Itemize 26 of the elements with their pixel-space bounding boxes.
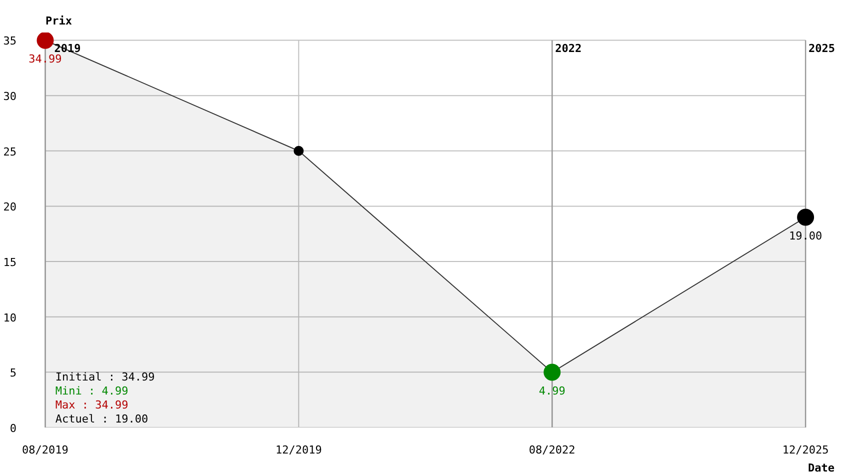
x-tick-label: 12/2025 (782, 444, 829, 456)
point (36, 32, 54, 49)
x-axis-title: Date (808, 462, 835, 474)
annotation: Max : 34.99 (55, 398, 128, 412)
x-tick-label: 08/2019 (22, 444, 68, 456)
point (797, 208, 814, 226)
x-tick-label: 08/2022 (528, 444, 576, 456)
y-tick-label: 20 (3, 200, 17, 214)
annotation: Mini : 4.99 (55, 384, 128, 398)
y-tick-label: 25 (3, 145, 17, 158)
y-tick-label: 0 (10, 422, 16, 435)
y-tick-label: 35 (3, 34, 17, 48)
y-tick-label: 15 (3, 256, 17, 270)
y-tick-label: 10 (3, 311, 17, 324)
ref-line-label: 2025 (808, 42, 836, 56)
y-axis-title: Prix (46, 14, 72, 28)
y-tick-label: 30 (3, 90, 17, 104)
annotation: Initial : 34.99 (55, 370, 155, 384)
data-label: 4.99 (538, 384, 566, 398)
point (544, 364, 561, 381)
annotation: Actuel : 19.00 (55, 412, 148, 426)
y-tick-label: 5 (10, 366, 16, 380)
data-label: 34.99 (28, 52, 62, 66)
data-label: 19.00 (788, 229, 822, 242)
x-tick-label: 12/2019 (276, 444, 322, 456)
ref-line-label: 2022 (555, 42, 582, 56)
